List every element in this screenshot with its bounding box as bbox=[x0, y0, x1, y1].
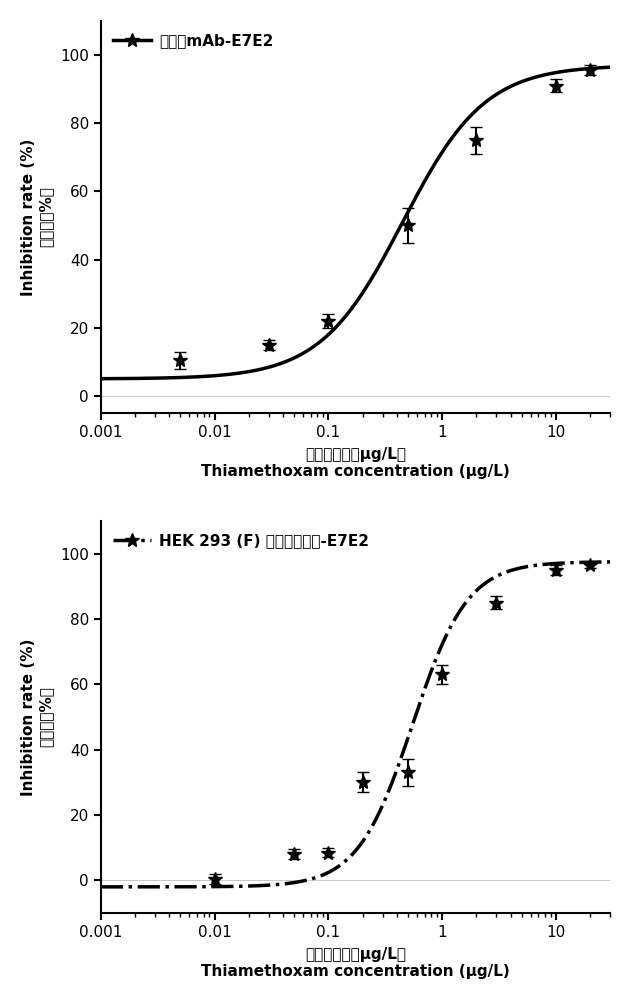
Legend: 噮虫嚅mAb-E7E2: 噮虫嚅mAb-E7E2 bbox=[109, 28, 278, 53]
X-axis label: 噮虫嚅浓度（μg/L）
Thiamethoxam concentration (μg/L): 噮虫嚅浓度（μg/L） Thiamethoxam concentration (… bbox=[201, 947, 510, 979]
Y-axis label: Inhibition rate (%)
抑制率（%）: Inhibition rate (%) 抑制率（%） bbox=[21, 638, 53, 796]
Y-axis label: Inhibition rate (%)
抑制率（%）: Inhibition rate (%) 抑制率（%） bbox=[21, 138, 53, 296]
X-axis label: 噮虫嚅浓度（μg/L）
Thiamethoxam concentration (μg/L): 噮虫嚅浓度（μg/L） Thiamethoxam concentration (… bbox=[201, 447, 510, 479]
Legend: HEK 293 (F) 重组全长抗体-E7E2: HEK 293 (F) 重组全长抗体-E7E2 bbox=[109, 528, 374, 553]
